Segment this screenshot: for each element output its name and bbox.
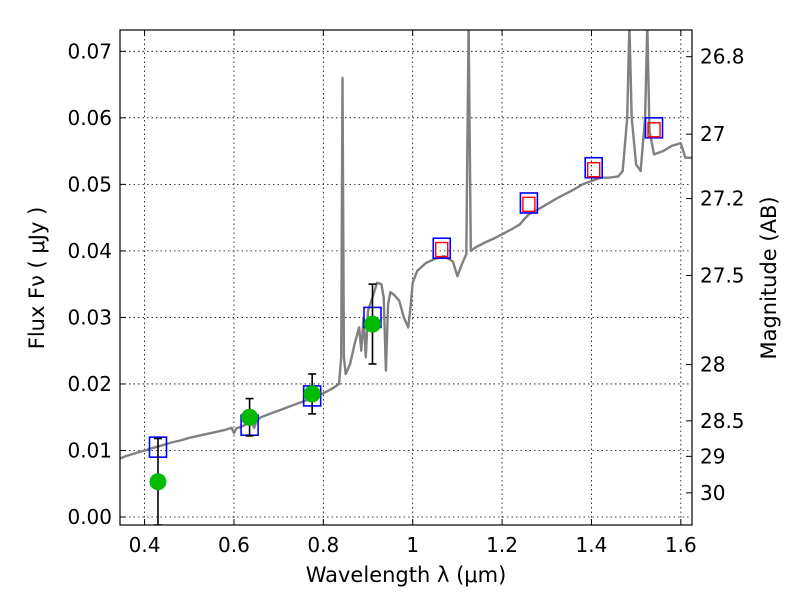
- x-tick-label: 1.4: [576, 533, 608, 557]
- y-tick-label: 0.06: [67, 106, 112, 130]
- band-square: [435, 241, 449, 258]
- x-tick-label: 1: [406, 533, 419, 557]
- y2-tick-label: 29: [700, 444, 725, 468]
- observed-point: [241, 408, 259, 426]
- model-square: [432, 237, 452, 260]
- y2-tick-label: 26.8: [700, 45, 745, 69]
- y-axis-label: Flux Fν ( μJy ): [25, 207, 49, 350]
- model-square: [519, 192, 539, 214]
- ticks: 0.4 0.6 0.8 1 1.2 1.4 1.6 0.00 0.01 0.02 0.03 0.04 0…: [67, 30, 745, 557]
- y-tick-label: 0.03: [67, 305, 112, 329]
- model-square: [584, 156, 603, 179]
- spectrum-line: [120, 30, 692, 460]
- x-tick-label: 1.6: [665, 533, 697, 557]
- y2-axis-label: Magnitude (AB): [757, 196, 781, 359]
- x-tick-label: 0.4: [129, 533, 161, 557]
- y-tick-label: 0.07: [67, 39, 112, 63]
- grid: [120, 30, 692, 525]
- plot-area: [120, 30, 692, 525]
- y2-tick-label: 28: [700, 353, 725, 377]
- y2-tick-label: 27.5: [700, 263, 745, 287]
- y-tick-label: 0.05: [67, 172, 112, 196]
- band-square: [522, 196, 536, 213]
- y2-tick-label: 27.2: [700, 187, 745, 211]
- y-tick-label: 0.00: [67, 505, 112, 529]
- y-tick-label: 0.01: [67, 438, 112, 462]
- model-square: [644, 117, 664, 139]
- x-axis-label: Wavelength λ (μm): [306, 563, 507, 587]
- y2-tick-label: 28.5: [700, 409, 745, 433]
- x-tick-label: 0.8: [307, 533, 339, 557]
- observed-point: [149, 473, 167, 491]
- band-square: [647, 122, 661, 138]
- plot-clipped: [120, 30, 692, 525]
- plot-frame: [119, 29, 693, 526]
- y2-tick-label: 30: [700, 481, 725, 505]
- band-square: [586, 162, 601, 178]
- observed-point: [363, 315, 381, 333]
- y2-tick-label: 27: [700, 122, 725, 146]
- y-tick-label: 0.04: [67, 239, 112, 263]
- x-tick-label: 0.6: [218, 533, 250, 557]
- observed-point: [303, 385, 321, 403]
- y-tick-label: 0.02: [67, 372, 112, 396]
- x-tick-label: 1.2: [486, 533, 518, 557]
